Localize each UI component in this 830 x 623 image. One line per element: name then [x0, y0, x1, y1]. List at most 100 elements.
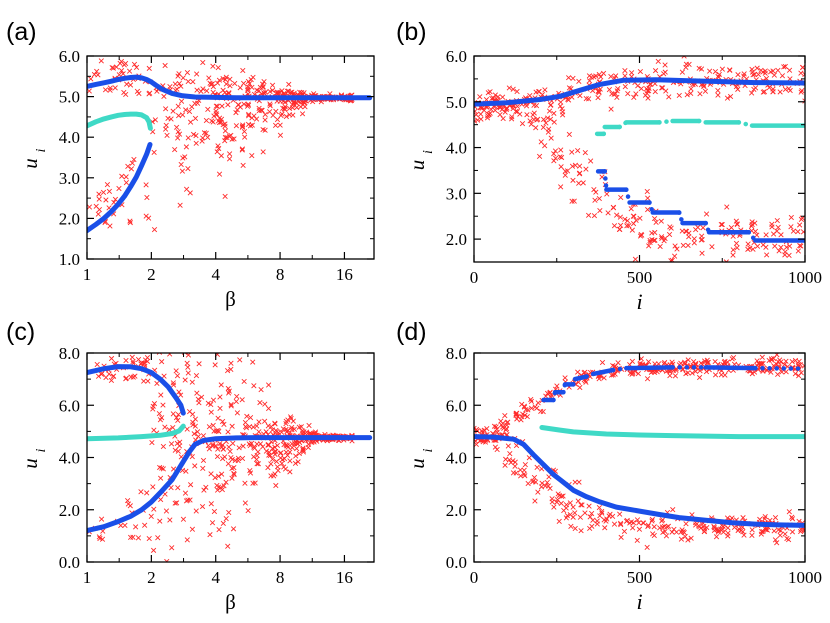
data-point-x-marker [298, 424, 304, 430]
data-point-x-marker [282, 104, 288, 110]
data-point-x-marker [500, 115, 506, 122]
data-point-x-marker [653, 219, 659, 225]
data-point-x-marker [645, 206, 651, 213]
data-point-x-marker [512, 463, 518, 469]
data-point-x-marker [741, 532, 747, 538]
data-point-x-marker [599, 508, 605, 515]
data-point-x-marker [160, 466, 166, 472]
data-point-x-marker [770, 68, 776, 74]
data-point-x-marker [262, 111, 268, 118]
data-point-x-marker [208, 471, 214, 477]
data-point-x-marker [228, 360, 234, 366]
data-point-x-marker [551, 119, 557, 125]
data-point-x-marker [136, 90, 142, 97]
data-point-x-marker [591, 213, 598, 219]
data-point-x-marker [712, 358, 718, 365]
data-point-x-marker [478, 116, 484, 122]
data-point-x-marker [730, 233, 736, 239]
data-point-x-marker [174, 86, 180, 92]
data-point-x-marker [558, 99, 564, 105]
data-point-x-marker [544, 479, 550, 486]
scatter-series-b [474, 56, 805, 262]
data-point-x-marker [214, 453, 221, 460]
data-point-x-marker [229, 423, 235, 429]
data-point-x-marker [191, 431, 197, 437]
data-point-x-marker [215, 65, 221, 71]
data-point-x-marker [532, 404, 538, 410]
data-point-x-marker [124, 81, 130, 87]
data-point-x-marker [778, 244, 784, 251]
data-point-x-marker [242, 419, 249, 426]
y-tick-label: 4.0 [59, 449, 80, 468]
data-point-x-marker [119, 173, 125, 179]
data-point-x-marker [219, 486, 225, 493]
data-point-x-marker [160, 443, 166, 450]
data-point-x-marker [688, 90, 694, 96]
data-point-x-marker [534, 464, 540, 471]
data-point-x-marker [474, 112, 479, 118]
data-point-x-marker [214, 112, 220, 118]
data-point-x-marker [209, 317, 214, 322]
data-point-x-marker [698, 360, 704, 366]
data-point-x-marker [132, 524, 139, 530]
data-point-x-marker [702, 88, 709, 94]
data-point-x-marker [184, 537, 190, 543]
data-point-x-marker [749, 90, 755, 96]
y-axis-label-main: u [405, 160, 429, 171]
data-point-x-marker [552, 155, 559, 161]
data-point-x-marker [190, 79, 196, 85]
data-point-x-marker [175, 485, 181, 491]
branch-line-stable [87, 364, 186, 416]
data-point-x-marker [170, 380, 176, 386]
data-point-x-marker [249, 152, 255, 159]
data-point-x-marker [166, 426, 172, 433]
data-point-x-marker [98, 516, 105, 522]
data-point-x-marker [170, 382, 177, 388]
data-point-x-marker [214, 149, 220, 155]
data-point-x-marker [559, 112, 566, 118]
data-point-x-marker [512, 459, 518, 465]
data-point-x-marker [611, 521, 618, 527]
plot-area-b [474, 56, 805, 262]
data-point-x-marker [217, 394, 223, 400]
data-point-x-marker [177, 202, 183, 208]
data-point-x-marker [185, 135, 191, 141]
y-tick-label: 8.0 [446, 344, 467, 363]
data-point-x-marker [142, 522, 148, 528]
data-point-x-marker [545, 483, 551, 489]
data-point-x-marker [201, 487, 207, 493]
y-axis-label: ui [405, 150, 436, 170]
panel-label: (d) [396, 318, 427, 346]
data-point-x-marker [242, 134, 248, 140]
data-point-x-marker [133, 64, 140, 71]
data-point-x-marker [736, 526, 742, 532]
data-point-x-marker [630, 213, 636, 219]
data-point-x-marker [615, 85, 621, 92]
data-point-x-marker [535, 400, 541, 406]
data-point-x-marker [637, 233, 644, 239]
data-point-x-marker [594, 521, 600, 527]
data-point-x-marker [660, 529, 666, 535]
data-point-x-marker [98, 58, 104, 64]
data-point-x-marker [499, 106, 505, 113]
data-point-x-marker [775, 67, 781, 74]
data-point-x-marker [132, 373, 138, 379]
data-point-x-marker [781, 64, 787, 70]
data-point-x-marker [123, 174, 129, 180]
data-point-x-marker [157, 518, 163, 524]
branch-line-unstable [539, 425, 805, 440]
data-point-x-marker [617, 520, 624, 526]
data-point-x-marker [200, 457, 207, 464]
data-point-x-marker [595, 95, 601, 101]
data-point-x-marker [680, 242, 686, 249]
data-point-x-marker [223, 81, 229, 87]
data-point-x-marker [789, 514, 795, 520]
data-point-x-marker [224, 134, 230, 141]
data-point-x-marker [210, 443, 216, 449]
data-point-x-marker [211, 508, 218, 515]
data-point-x-marker [669, 529, 675, 535]
data-point-x-marker [778, 232, 784, 238]
data-point-x-marker [240, 122, 246, 128]
data-point-x-marker [597, 513, 603, 519]
data-point-x-marker [740, 515, 746, 521]
